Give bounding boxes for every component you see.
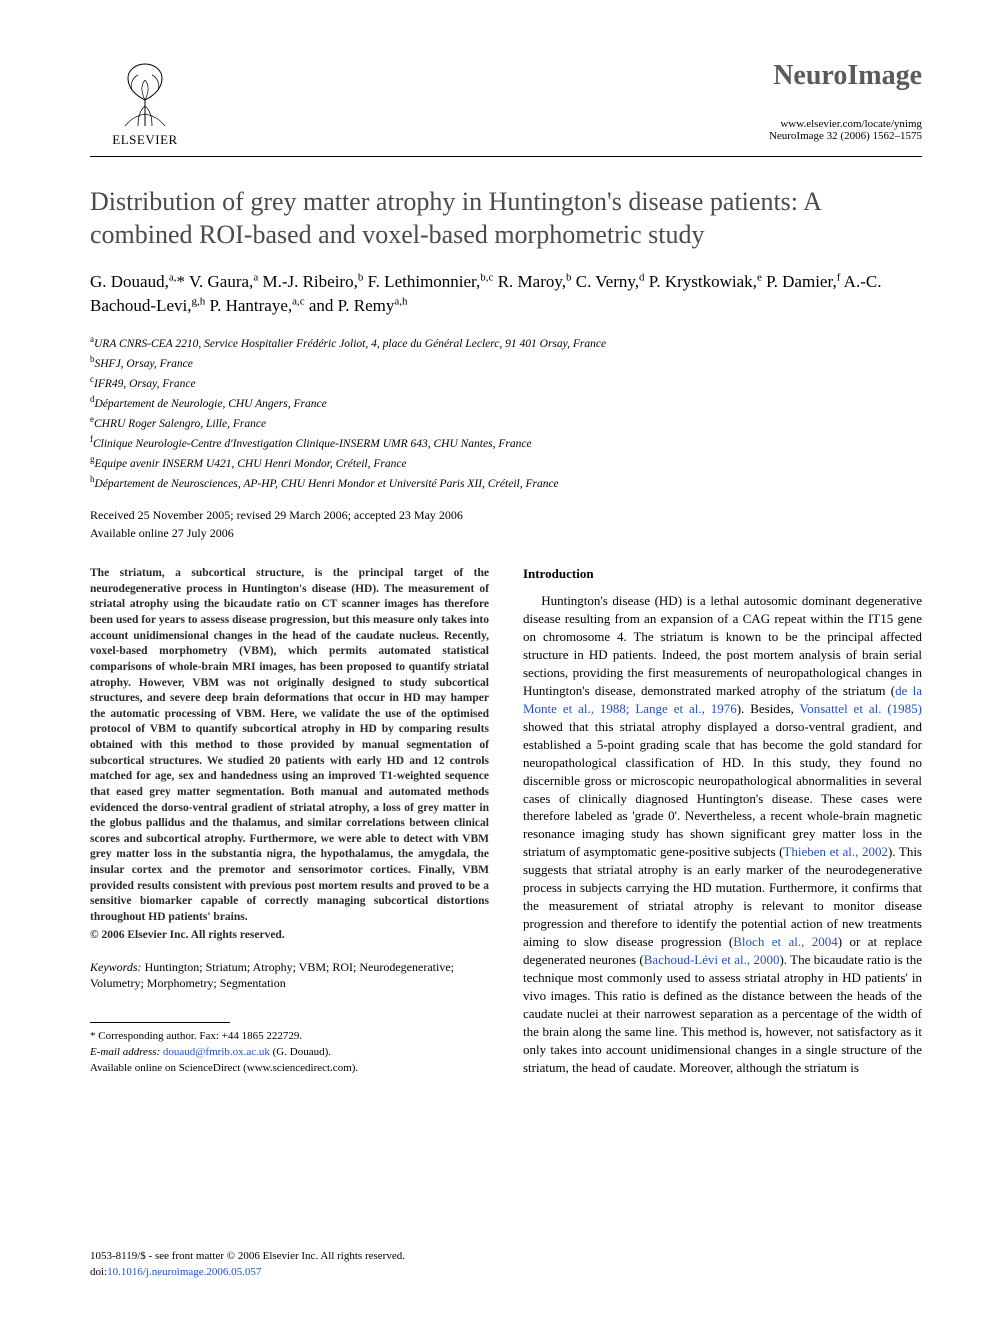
journal-title: NeuroImage [773,60,922,92]
doi-line: doi:10.1016/j.neuroimage.2006.05.057 [90,1265,922,1281]
affiliation-line: gEquipe avenir INSERM U421, CHU Henri Mo… [90,453,922,473]
author-list: G. Douaud,a,* V. Gaura,a M.-J. Ribeiro,b… [90,270,922,319]
keywords-label: Keywords: [90,960,142,974]
introduction-heading: Introduction [523,566,922,582]
two-column-body: The striatum, a subcortical structure, i… [90,566,922,1077]
email-line: E-mail address: douaud@fmrib.ox.ac.uk (G… [90,1045,489,1061]
journal-citation: NeuroImage 32 (2006) 1562–1575 [769,130,922,142]
copyright-line: © 2006 Elsevier Inc. All rights reserved… [90,929,489,941]
introduction-body: Huntington's disease (HD) is a lethal au… [523,592,922,1076]
affiliation-line: bSHFJ, Orsay, France [90,353,922,373]
dates-received: Received 25 November 2005; revised 29 Ma… [90,507,922,524]
affiliation-line: aURA CNRS-CEA 2210, Service Hospitalier … [90,333,922,353]
affiliation-line: dDépartement de Neurologie, CHU Angers, … [90,393,922,413]
email-tail: (G. Douaud). [273,1046,331,1058]
left-column: The striatum, a subcortical structure, i… [90,566,489,1077]
journal-block: NeuroImage www.elsevier.com/locate/ynimg… [769,60,922,142]
affiliation-line: fClinique Neurologie-Centre d'Investigat… [90,433,922,453]
article-title: Distribution of grey matter atrophy in H… [90,185,922,252]
doi-label: doi: [90,1266,107,1278]
available-online: Available online on ScienceDirect (www.s… [90,1061,489,1077]
email-label: E-mail address: [90,1046,160,1058]
affiliation-line: hDépartement de Neurosciences, AP-HP, CH… [90,473,922,493]
footnote-rule [90,1022,230,1023]
right-column: Introduction Huntington's disease (HD) i… [523,566,922,1077]
front-matter-line: 1053-8119/$ - see front matter © 2006 El… [90,1249,922,1265]
keywords-block: Keywords: Huntington; Striatum; Atrophy;… [90,959,489,993]
affiliation-line: eCHRU Roger Salengro, Lille, France [90,413,922,433]
publisher-label: ELSEVIER [112,132,177,148]
header-row: ELSEVIER NeuroImage www.elsevier.com/loc… [90,60,922,157]
elsevier-tree-icon [110,60,180,130]
page: ELSEVIER NeuroImage www.elsevier.com/loc… [0,0,992,1323]
bottom-block: 1053-8119/$ - see front matter © 2006 El… [90,1249,922,1281]
corresponding-author: * Corresponding author. Fax: +44 1865 22… [90,1029,489,1045]
footnotes: * Corresponding author. Fax: +44 1865 22… [90,1029,489,1077]
abstract-text: The striatum, a subcortical structure, i… [90,566,489,925]
doi-link[interactable]: 10.1016/j.neuroimage.2006.05.057 [107,1266,261,1278]
keywords-list: Huntington; Striatum; Atrophy; VBM; ROI;… [90,960,454,991]
article-dates: Received 25 November 2005; revised 29 Ma… [90,507,922,542]
journal-url: www.elsevier.com/locate/ynimg [780,118,922,130]
affiliations: aURA CNRS-CEA 2210, Service Hospitalier … [90,333,922,494]
publisher-block: ELSEVIER [90,60,200,148]
affiliation-line: cIFR49, Orsay, France [90,373,922,393]
dates-online: Available online 27 July 2006 [90,525,922,542]
email-link[interactable]: douaud@fmrib.ox.ac.uk [163,1046,270,1058]
